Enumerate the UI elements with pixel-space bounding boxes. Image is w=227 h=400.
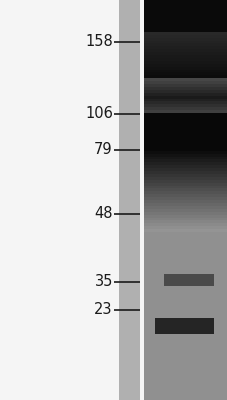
Bar — [144, 168, 227, 171]
Bar — [144, 46, 227, 49]
Bar — [144, 180, 227, 183]
Bar — [144, 93, 227, 96]
Bar — [144, 160, 227, 162]
Bar — [144, 188, 227, 192]
Bar — [140, 0, 144, 400]
Bar — [144, 177, 227, 180]
Bar — [144, 113, 227, 116]
Bar — [144, 142, 227, 145]
Bar — [118, 0, 140, 400]
Bar — [144, 136, 227, 139]
Bar — [163, 274, 213, 286]
Bar — [144, 32, 227, 35]
Bar — [144, 35, 227, 38]
Bar — [144, 151, 227, 154]
Bar — [144, 29, 227, 32]
Bar — [144, 145, 227, 148]
Bar — [144, 148, 227, 151]
Bar — [144, 64, 227, 67]
Bar — [144, 174, 227, 177]
Bar — [144, 226, 227, 229]
Bar — [144, 183, 227, 186]
Bar — [144, 9, 227, 12]
Bar — [144, 40, 227, 44]
Text: 23: 23 — [94, 302, 112, 318]
Bar — [144, 194, 227, 197]
Bar — [144, 75, 227, 78]
Bar — [144, 130, 227, 134]
Bar — [144, 72, 227, 75]
Bar — [144, 0, 227, 3]
Bar — [154, 318, 213, 334]
Bar — [144, 52, 227, 55]
Bar — [144, 110, 227, 113]
Bar — [144, 26, 227, 29]
Bar — [144, 214, 227, 218]
Bar — [144, 3, 227, 6]
Bar — [144, 70, 227, 72]
Text: 106: 106 — [85, 106, 112, 122]
Bar — [144, 67, 227, 70]
Bar — [144, 116, 227, 119]
Bar — [144, 102, 227, 104]
Bar — [144, 23, 227, 26]
Bar — [144, 122, 227, 125]
Bar — [144, 162, 227, 165]
Bar — [144, 220, 227, 223]
Bar — [144, 171, 227, 174]
Bar — [144, 209, 227, 212]
Bar — [144, 98, 227, 102]
Bar — [144, 12, 227, 14]
Bar — [144, 0, 227, 400]
Bar — [144, 156, 227, 160]
Bar — [144, 17, 227, 20]
Bar — [144, 96, 227, 98]
Bar — [144, 186, 227, 188]
Bar — [144, 14, 227, 17]
Bar — [144, 206, 227, 209]
Bar — [144, 61, 227, 64]
Bar — [144, 229, 227, 232]
Bar — [144, 58, 227, 61]
Bar — [144, 20, 227, 23]
Bar — [144, 197, 227, 200]
Bar — [144, 78, 227, 81]
Bar — [144, 200, 227, 203]
Text: 48: 48 — [94, 206, 112, 222]
Bar — [144, 165, 227, 168]
Bar — [0, 0, 118, 400]
Bar — [144, 139, 227, 142]
Text: 79: 79 — [94, 142, 112, 158]
Bar — [144, 218, 227, 220]
Bar — [144, 84, 227, 87]
Bar — [144, 90, 227, 93]
Bar — [144, 133, 227, 136]
Bar — [144, 44, 227, 46]
Bar — [144, 81, 227, 84]
Text: 35: 35 — [94, 274, 112, 290]
Bar — [144, 38, 227, 40]
Bar — [144, 107, 227, 110]
Bar — [144, 119, 227, 122]
Bar — [144, 128, 227, 130]
Bar — [144, 223, 227, 226]
Bar — [144, 104, 227, 107]
Text: 158: 158 — [85, 34, 112, 50]
Bar — [144, 203, 227, 206]
Bar — [144, 191, 227, 194]
Bar — [144, 87, 227, 90]
Bar — [144, 212, 227, 214]
Bar — [144, 49, 227, 52]
Bar — [144, 6, 227, 9]
Bar — [144, 154, 227, 156]
Bar — [144, 55, 227, 58]
Bar — [144, 125, 227, 128]
